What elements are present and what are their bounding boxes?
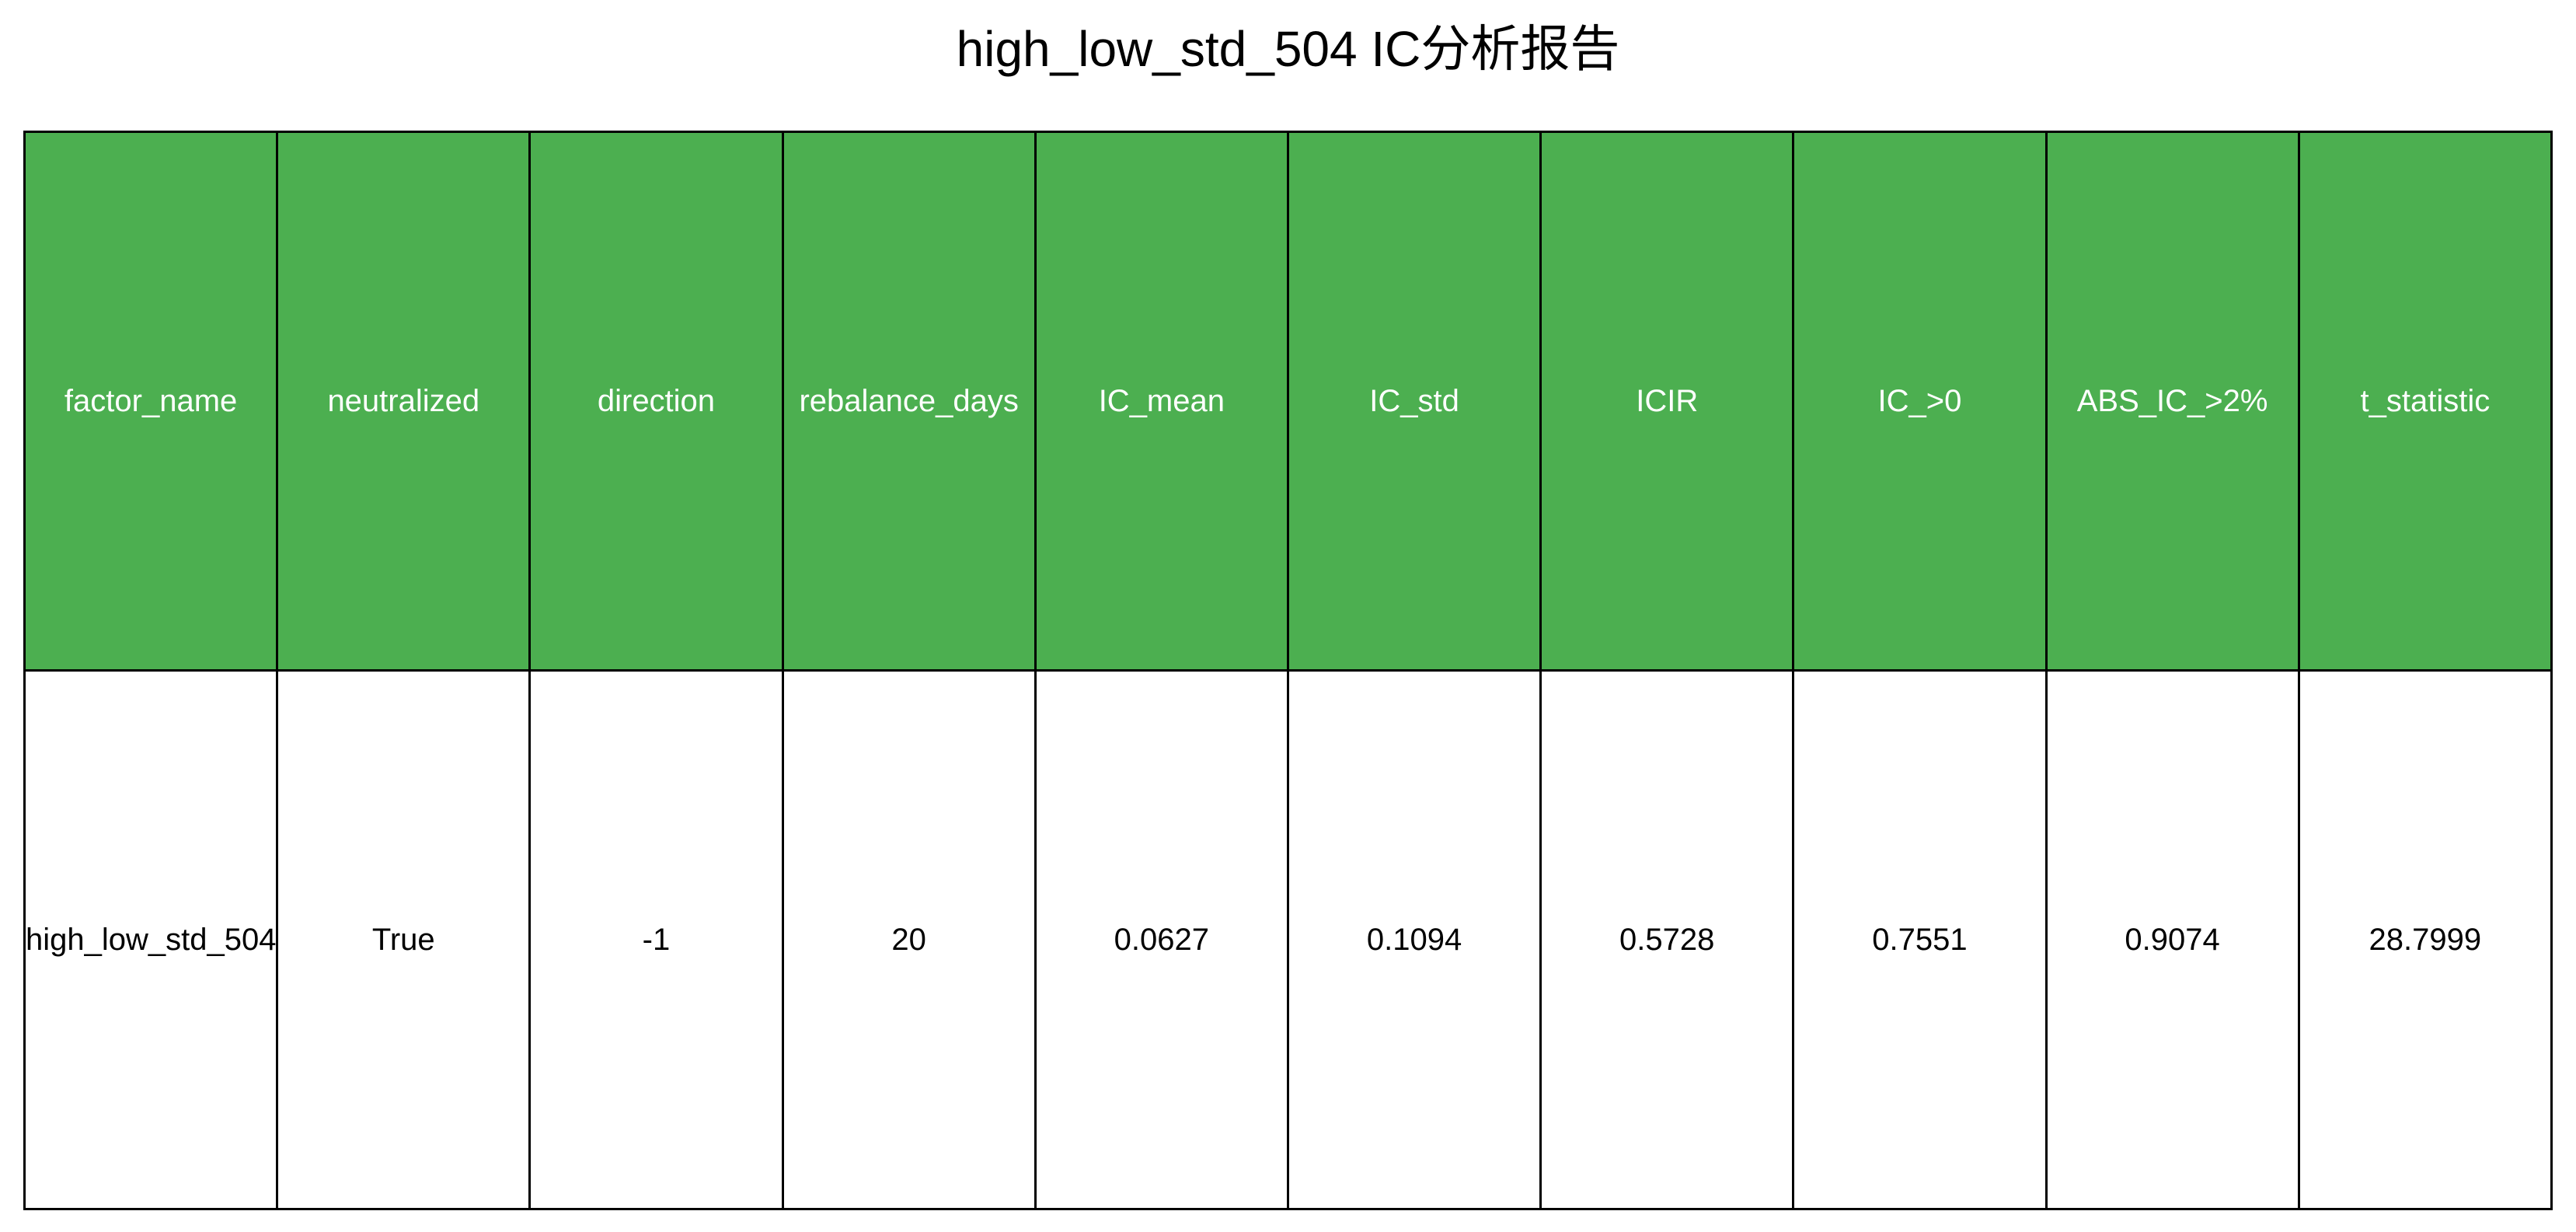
column-header: IC_mean [1034, 131, 1289, 672]
column-header: rebalance_days [781, 131, 1037, 672]
table-cell: 0.7551 [1792, 669, 2048, 1210]
table-cell: 0.1094 [1286, 669, 1542, 1210]
table-cell: True [276, 669, 532, 1210]
table-cell: 28.7999 [2297, 669, 2553, 1210]
column-header: factor_name [23, 131, 279, 672]
table-cell: 0.5728 [1539, 669, 1795, 1210]
table-cell: 0.0627 [1034, 669, 1289, 1210]
table-row: high_low_std_504 True -1 20 0.0627 0.109… [23, 669, 2553, 1210]
column-header: neutralized [276, 131, 532, 672]
column-header: ICIR [1539, 131, 1795, 672]
column-header: t_statistic [2297, 131, 2553, 672]
column-header: IC_>0 [1792, 131, 2048, 672]
table-header-row: factor_name neutralized direction rebala… [23, 131, 2553, 672]
table-cell: high_low_std_504 [23, 669, 279, 1210]
table-cell: -1 [528, 669, 784, 1210]
column-header: direction [528, 131, 784, 672]
table-cell: 20 [781, 669, 1037, 1210]
column-header: IC_std [1286, 131, 1542, 672]
ic-report-table: factor_name neutralized direction rebala… [23, 131, 2553, 1210]
table-cell: 0.9074 [2044, 669, 2300, 1210]
column-header: ABS_IC_>2% [2044, 131, 2300, 672]
chart-title: high_low_std_504 IC分析报告 [956, 21, 1620, 77]
